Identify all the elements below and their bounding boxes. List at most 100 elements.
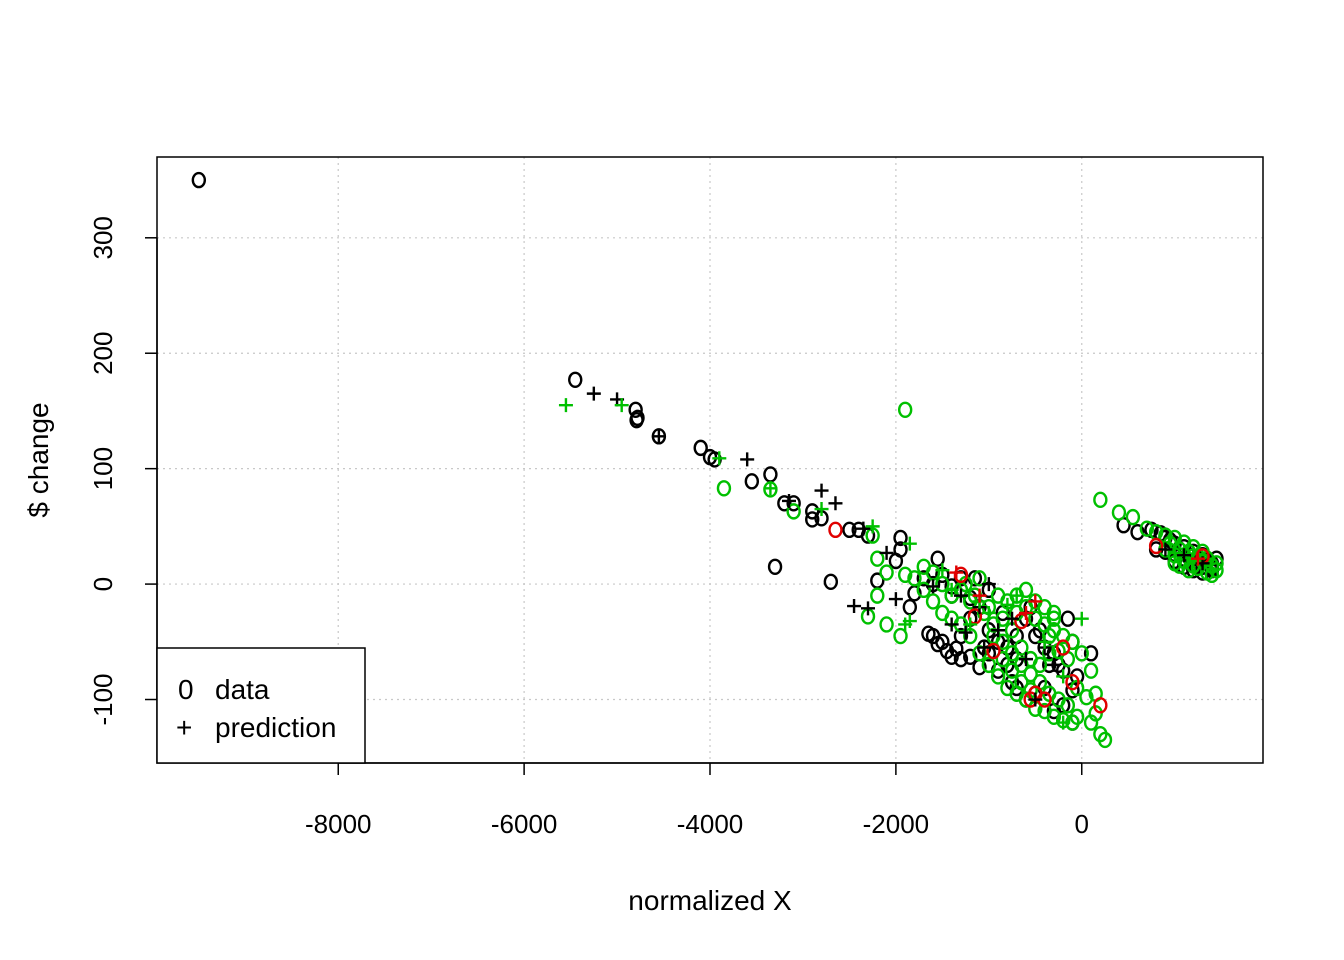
point-plus-4-17	[1056, 669, 1071, 684]
point-circle-1-3	[786, 503, 801, 520]
point-plus-3-14	[977, 640, 992, 655]
point-plus-3-21	[926, 579, 941, 594]
point-circle-0-12	[786, 495, 801, 512]
point-circle-1-26	[1083, 662, 1099, 679]
legend: 0 data + prediction	[156, 647, 366, 764]
point-circle-0-20	[893, 529, 908, 547]
legend-box	[156, 647, 366, 764]
point-circle-0-4	[629, 411, 644, 429]
point-plus-5-2	[1019, 605, 1033, 620]
point-circle-1-52	[907, 570, 922, 587]
point-circle-2-1	[953, 566, 969, 584]
point-circle-1-67	[1014, 639, 1029, 656]
point-circle-2-0	[828, 521, 843, 539]
point-circle-1-90	[1111, 504, 1127, 521]
point-circle-1-29	[879, 616, 894, 633]
y-tick-label-0: -100	[88, 673, 118, 725]
point-plus-3-2	[651, 429, 666, 444]
point-circle-1-44	[981, 656, 997, 674]
point-circle-1-25	[1074, 645, 1089, 662]
point-circle-1-28	[893, 627, 908, 645]
point-circle-0-22	[930, 550, 945, 567]
point-circle-1-1	[716, 480, 732, 497]
point-circle-2-9	[1148, 537, 1164, 555]
legend-label-prediction: prediction	[215, 712, 336, 743]
point-circle-1-50	[925, 593, 941, 610]
point-circle-0-0	[191, 171, 207, 189]
y-tick-label-2: 100	[88, 447, 118, 490]
point-plus-3-10	[861, 601, 875, 616]
x-tick-label-0: -8000	[305, 809, 372, 839]
point-circle-1-7	[897, 566, 913, 584]
point-plus-5-1	[972, 588, 987, 603]
point-circle-1-83	[1046, 610, 1062, 627]
point-plus-4-8	[902, 614, 917, 629]
point-circle-1-115	[1200, 564, 1215, 581]
point-plus-3-11	[888, 592, 903, 607]
legend-symbol-prediction: +	[176, 712, 192, 743]
point-circle-0-23	[767, 558, 783, 575]
point-circle-2-12	[1065, 674, 1080, 691]
point-circle-2-8	[1093, 697, 1108, 714]
point-circle-1-82	[1042, 645, 1057, 662]
y-tick-label-1: 0	[88, 577, 118, 591]
point-circle-0-1	[568, 371, 583, 388]
point-plus-4-6	[902, 536, 917, 551]
point-circle-0-2	[628, 401, 643, 418]
point-circle-1-14	[972, 570, 987, 587]
point-plus-4-0	[558, 398, 573, 413]
x-tick-label-2: -4000	[677, 809, 744, 839]
point-plus-3-18	[1028, 692, 1043, 707]
series-green-plus	[558, 398, 1201, 730]
point-plus-4-5	[865, 519, 880, 534]
point-circle-1-31	[870, 587, 885, 604]
point-circle-0-6	[693, 439, 708, 457]
point-circle-0-9	[744, 473, 760, 490]
point-circle-0-11	[777, 495, 792, 512]
point-circle-0-50	[1083, 645, 1099, 662]
point-circle-1-51	[916, 581, 931, 599]
point-circle-0-36	[963, 648, 978, 666]
point-circle-1-43	[1097, 731, 1113, 749]
series-green-circle	[716, 401, 1224, 749]
point-circle-1-62	[1079, 689, 1094, 706]
series-red-circle	[828, 521, 1210, 714]
point-plus-4-10	[944, 582, 959, 597]
point-circle-1-70	[1042, 627, 1057, 645]
point-circle-0-35	[953, 650, 969, 668]
point-plus-4-14	[1000, 597, 1015, 612]
point-circle-1-63	[1088, 705, 1103, 722]
point-circle-1-5	[870, 550, 885, 567]
point-plus-3-13	[958, 625, 973, 640]
point-plus-3-12	[944, 617, 959, 632]
point-plus-3-16	[1005, 611, 1020, 626]
point-plus-4-15	[1009, 588, 1024, 603]
point-circle-2-3	[986, 642, 1001, 660]
point-plus-5-0	[949, 565, 964, 580]
point-plus-3-15	[991, 623, 1006, 638]
point-plus-3-5	[814, 483, 829, 498]
point-plus-4-4	[814, 502, 829, 517]
point-plus-4-1	[614, 398, 629, 413]
legend-symbol-data: 0	[178, 674, 194, 705]
point-circle-1-69	[1032, 656, 1048, 674]
point-plus-4-16	[1037, 634, 1052, 649]
point-plus-4-3	[763, 481, 778, 496]
series-red-plus	[949, 551, 1205, 620]
point-circle-1-85	[1018, 581, 1034, 599]
point-circle-0-63	[953, 627, 969, 645]
point-circle-2-7	[1055, 639, 1071, 656]
point-plus-3-4	[782, 493, 796, 508]
x-axis: -8000 -6000 -4000 -2000 0	[305, 762, 1089, 839]
x-tick-label-3: -2000	[863, 809, 930, 839]
point-circle-1-91	[1125, 508, 1141, 526]
point-plus-4-9	[935, 563, 950, 578]
point-circle-1-79	[1004, 662, 1020, 679]
point-plus-3-6	[828, 496, 843, 511]
data-marks	[191, 171, 1224, 749]
point-circle-1-61	[1069, 708, 1085, 726]
point-circle-0-21	[893, 541, 908, 558]
point-plus-3-8	[879, 545, 894, 560]
point-plus-4-13	[981, 605, 996, 620]
